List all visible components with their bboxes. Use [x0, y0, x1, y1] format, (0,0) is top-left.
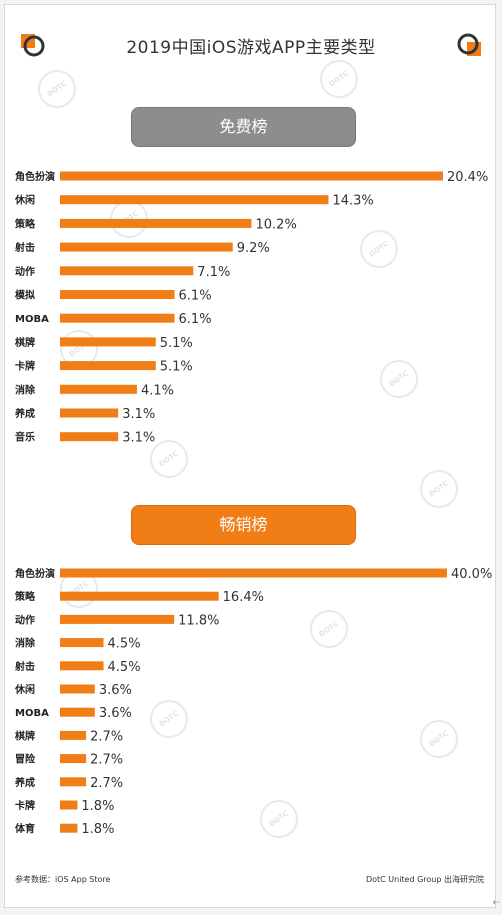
category-label: 消除 [15, 383, 36, 396]
value-label: 3.1% [122, 431, 155, 446]
bar [60, 568, 447, 578]
bar [60, 195, 329, 205]
category-label: 养成 [14, 407, 35, 420]
category-label: 射击 [14, 241, 35, 254]
section-header-paid: 畅销榜 [131, 505, 356, 545]
bar [60, 432, 119, 442]
category-label: 模拟 [15, 289, 35, 302]
value-label: 3.6% [99, 683, 132, 698]
bar [60, 171, 443, 181]
category-label: 休闲 [14, 683, 35, 696]
bar [60, 638, 104, 648]
category-label: 策略 [15, 217, 36, 230]
category-label: MOBA [15, 314, 49, 325]
value-label: 6.1% [179, 312, 212, 327]
value-label: 3.6% [99, 706, 132, 721]
value-label: 1.8% [81, 799, 114, 814]
bar [60, 591, 219, 601]
category-label: 冒险 [15, 753, 36, 766]
value-label: 5.1% [160, 336, 193, 351]
bar [60, 777, 87, 787]
logo-right-icon [457, 33, 481, 56]
value-label: 4.5% [108, 637, 141, 652]
value-label: 10.2% [256, 217, 297, 232]
bar [60, 823, 78, 833]
bar [60, 384, 137, 394]
bar [60, 661, 104, 671]
bar [60, 800, 78, 810]
category-label: 消除 [15, 637, 36, 650]
logo-left-icon [21, 34, 45, 57]
value-label: 2.7% [90, 729, 123, 744]
category-label: MOBA [15, 708, 49, 719]
value-label: 6.1% [179, 289, 212, 304]
category-label: 棋牌 [14, 729, 35, 742]
value-label: 2.7% [90, 776, 123, 791]
footer-credit: DotC United Group 出海研究院 [365, 875, 484, 884]
value-label: 2.7% [90, 753, 123, 768]
category-label: 动作 [15, 265, 35, 278]
category-label: 棋牌 [14, 336, 35, 349]
value-label: 11.8% [178, 613, 219, 628]
value-label: 16.4% [223, 590, 264, 605]
bar [60, 754, 87, 764]
bar [60, 337, 156, 347]
category-label: 卡牌 [15, 360, 35, 373]
bar [60, 266, 194, 276]
bar [60, 730, 87, 740]
bar [60, 361, 156, 371]
value-label: 4.5% [108, 660, 141, 675]
category-label: 音乐 [15, 431, 35, 444]
bar [60, 290, 175, 299]
bar [60, 242, 233, 252]
value-label: 1.8% [81, 822, 114, 837]
value-label: 5.1% [160, 360, 193, 375]
value-label: 9.2% [237, 241, 270, 256]
value-label: 14.3% [332, 194, 373, 209]
value-label: 3.1% [122, 407, 155, 422]
value-label: 40.0% [451, 567, 492, 582]
value-label: 20.4% [447, 170, 488, 185]
bar [60, 313, 175, 323]
bar [60, 408, 119, 418]
value-label: 4.1% [141, 383, 174, 398]
section-header-free: 免费榜 [131, 107, 356, 147]
category-label: 动作 [15, 613, 35, 626]
category-label: 策略 [15, 590, 36, 603]
page-title: 2019中国iOS游戏APP主要类型 [126, 38, 376, 58]
footer-source: 参考数据：iOS App Store [15, 875, 111, 884]
category-label: 体育 [15, 822, 35, 835]
bar [60, 614, 175, 624]
bar [60, 684, 95, 694]
bar [60, 218, 252, 228]
category-label: 角色扮演 [15, 170, 55, 183]
category-label: 休闲 [14, 194, 35, 207]
category-label: 角色扮演 [15, 567, 55, 580]
bar [60, 707, 95, 717]
category-label: 卡牌 [15, 799, 35, 812]
category-label: 养成 [14, 776, 35, 789]
category-label: 射击 [14, 660, 35, 673]
arrow-left-icon: ⇠ [492, 898, 500, 908]
value-label: 7.1% [197, 265, 230, 280]
